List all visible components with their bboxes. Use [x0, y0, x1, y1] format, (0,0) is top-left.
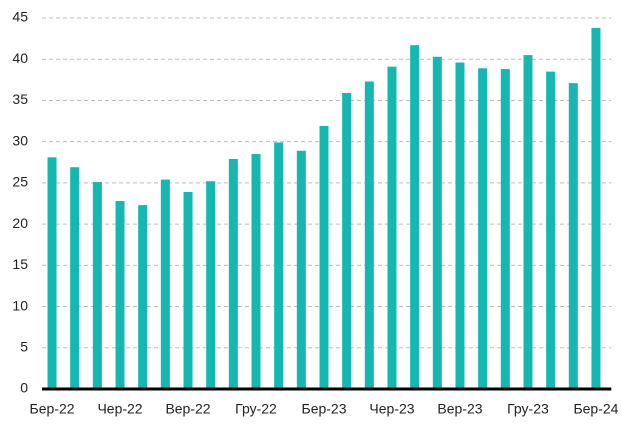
bar	[47, 157, 57, 389]
bar	[478, 68, 488, 390]
bar	[274, 142, 284, 389]
x-tick-label: Чер-22	[97, 401, 142, 417]
x-tick-label: Бер-22	[30, 401, 75, 417]
y-tick-label: 10	[12, 297, 28, 313]
bar	[319, 126, 329, 389]
x-tick-label: Чер-23	[369, 401, 414, 417]
bar	[342, 93, 352, 389]
bar	[432, 56, 442, 389]
y-tick-label: 25	[12, 174, 28, 190]
bar	[228, 158, 238, 389]
bar	[387, 66, 397, 390]
bar	[115, 201, 125, 389]
bar	[251, 154, 261, 389]
bar	[206, 181, 216, 389]
y-tick-label: 5	[20, 338, 28, 354]
x-tick-label: Вер-22	[165, 401, 210, 417]
y-tick-label: 20	[12, 215, 28, 231]
bar	[591, 27, 601, 389]
y-tick-label: 0	[20, 380, 28, 396]
bar	[296, 150, 306, 389]
bar	[183, 191, 193, 389]
bar	[500, 69, 510, 390]
x-tick-label: Гру-22	[235, 401, 277, 417]
y-tick-label: 15	[12, 256, 28, 272]
y-tick-label: 45	[12, 9, 28, 25]
bar	[523, 55, 533, 389]
x-tick-label: Бер-24	[573, 401, 618, 417]
x-tick-label: Бер-23	[302, 401, 347, 417]
bar	[92, 182, 102, 389]
bar	[455, 62, 465, 390]
bar	[138, 205, 148, 389]
bar	[70, 167, 80, 389]
bar	[160, 179, 170, 389]
bar	[410, 45, 420, 389]
bar	[364, 81, 374, 389]
y-tick-label: 35	[12, 91, 28, 107]
x-tick-label: Гру-23	[507, 401, 549, 417]
y-tick-label: 30	[12, 132, 28, 148]
y-tick-label: 40	[12, 50, 28, 66]
bar	[568, 83, 578, 390]
bar	[546, 71, 556, 389]
x-tick-label: Вер-23	[437, 401, 482, 417]
